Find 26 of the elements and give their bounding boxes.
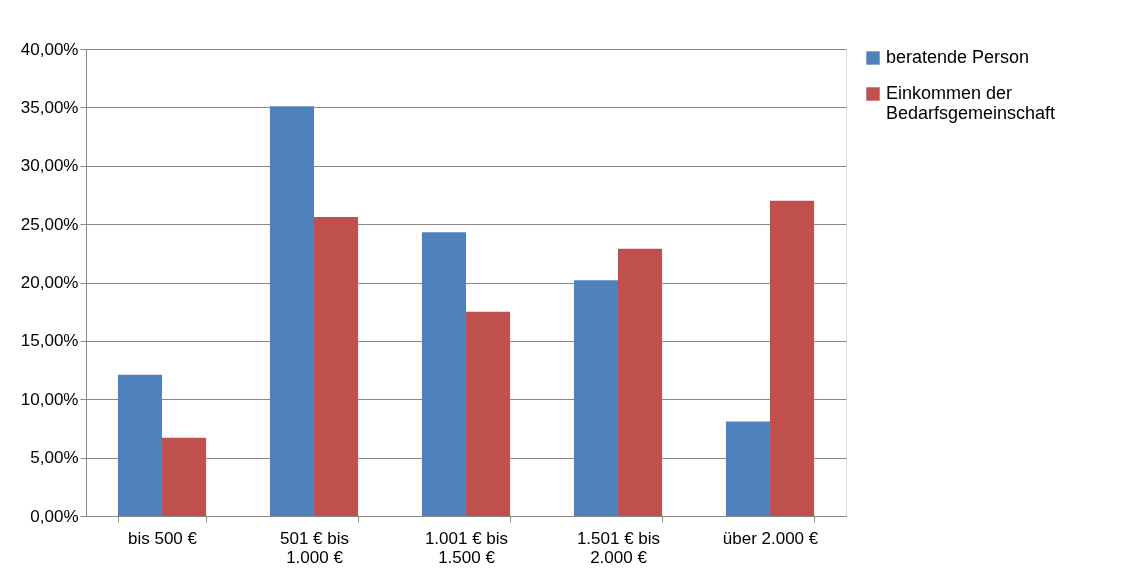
y-tick-label: 25,00% — [20, 214, 79, 234]
legend-label: beratende Person — [886, 47, 1030, 67]
bar — [466, 311, 511, 516]
bar — [770, 200, 815, 516]
x-tick-label: 501 € bis 1.000 € — [280, 528, 349, 567]
y-tick-label: 15,00% — [20, 331, 79, 351]
x-tick-label: 1.001 € bis 1.500 € — [424, 528, 509, 567]
y-tick-label: 5,00% — [30, 448, 79, 468]
y-tick-label: 10,00% — [20, 389, 79, 409]
y-tick-label: 30,00% — [20, 156, 79, 176]
y-tick-label: 20,00% — [20, 273, 79, 292]
y-tick-label: 0,00% — [30, 506, 79, 526]
x-tick-label: bis 500 € — [128, 528, 198, 548]
bar — [573, 280, 618, 516]
bar — [117, 374, 162, 516]
bar — [162, 437, 207, 516]
x-tick-label: über 2.000 € — [722, 528, 819, 548]
y-tick-label: 40,00% — [20, 39, 79, 59]
legend-label: Einkommen der Bedarfsgemeinschaft — [886, 83, 1056, 123]
bar — [269, 106, 314, 516]
y-tick-label: 35,00% — [20, 97, 79, 117]
bar — [725, 421, 770, 516]
bar — [421, 232, 466, 516]
x-tick-label: 1.501 € bis 2.000 € — [576, 528, 661, 567]
bar — [618, 248, 663, 516]
bar — [314, 217, 359, 516]
